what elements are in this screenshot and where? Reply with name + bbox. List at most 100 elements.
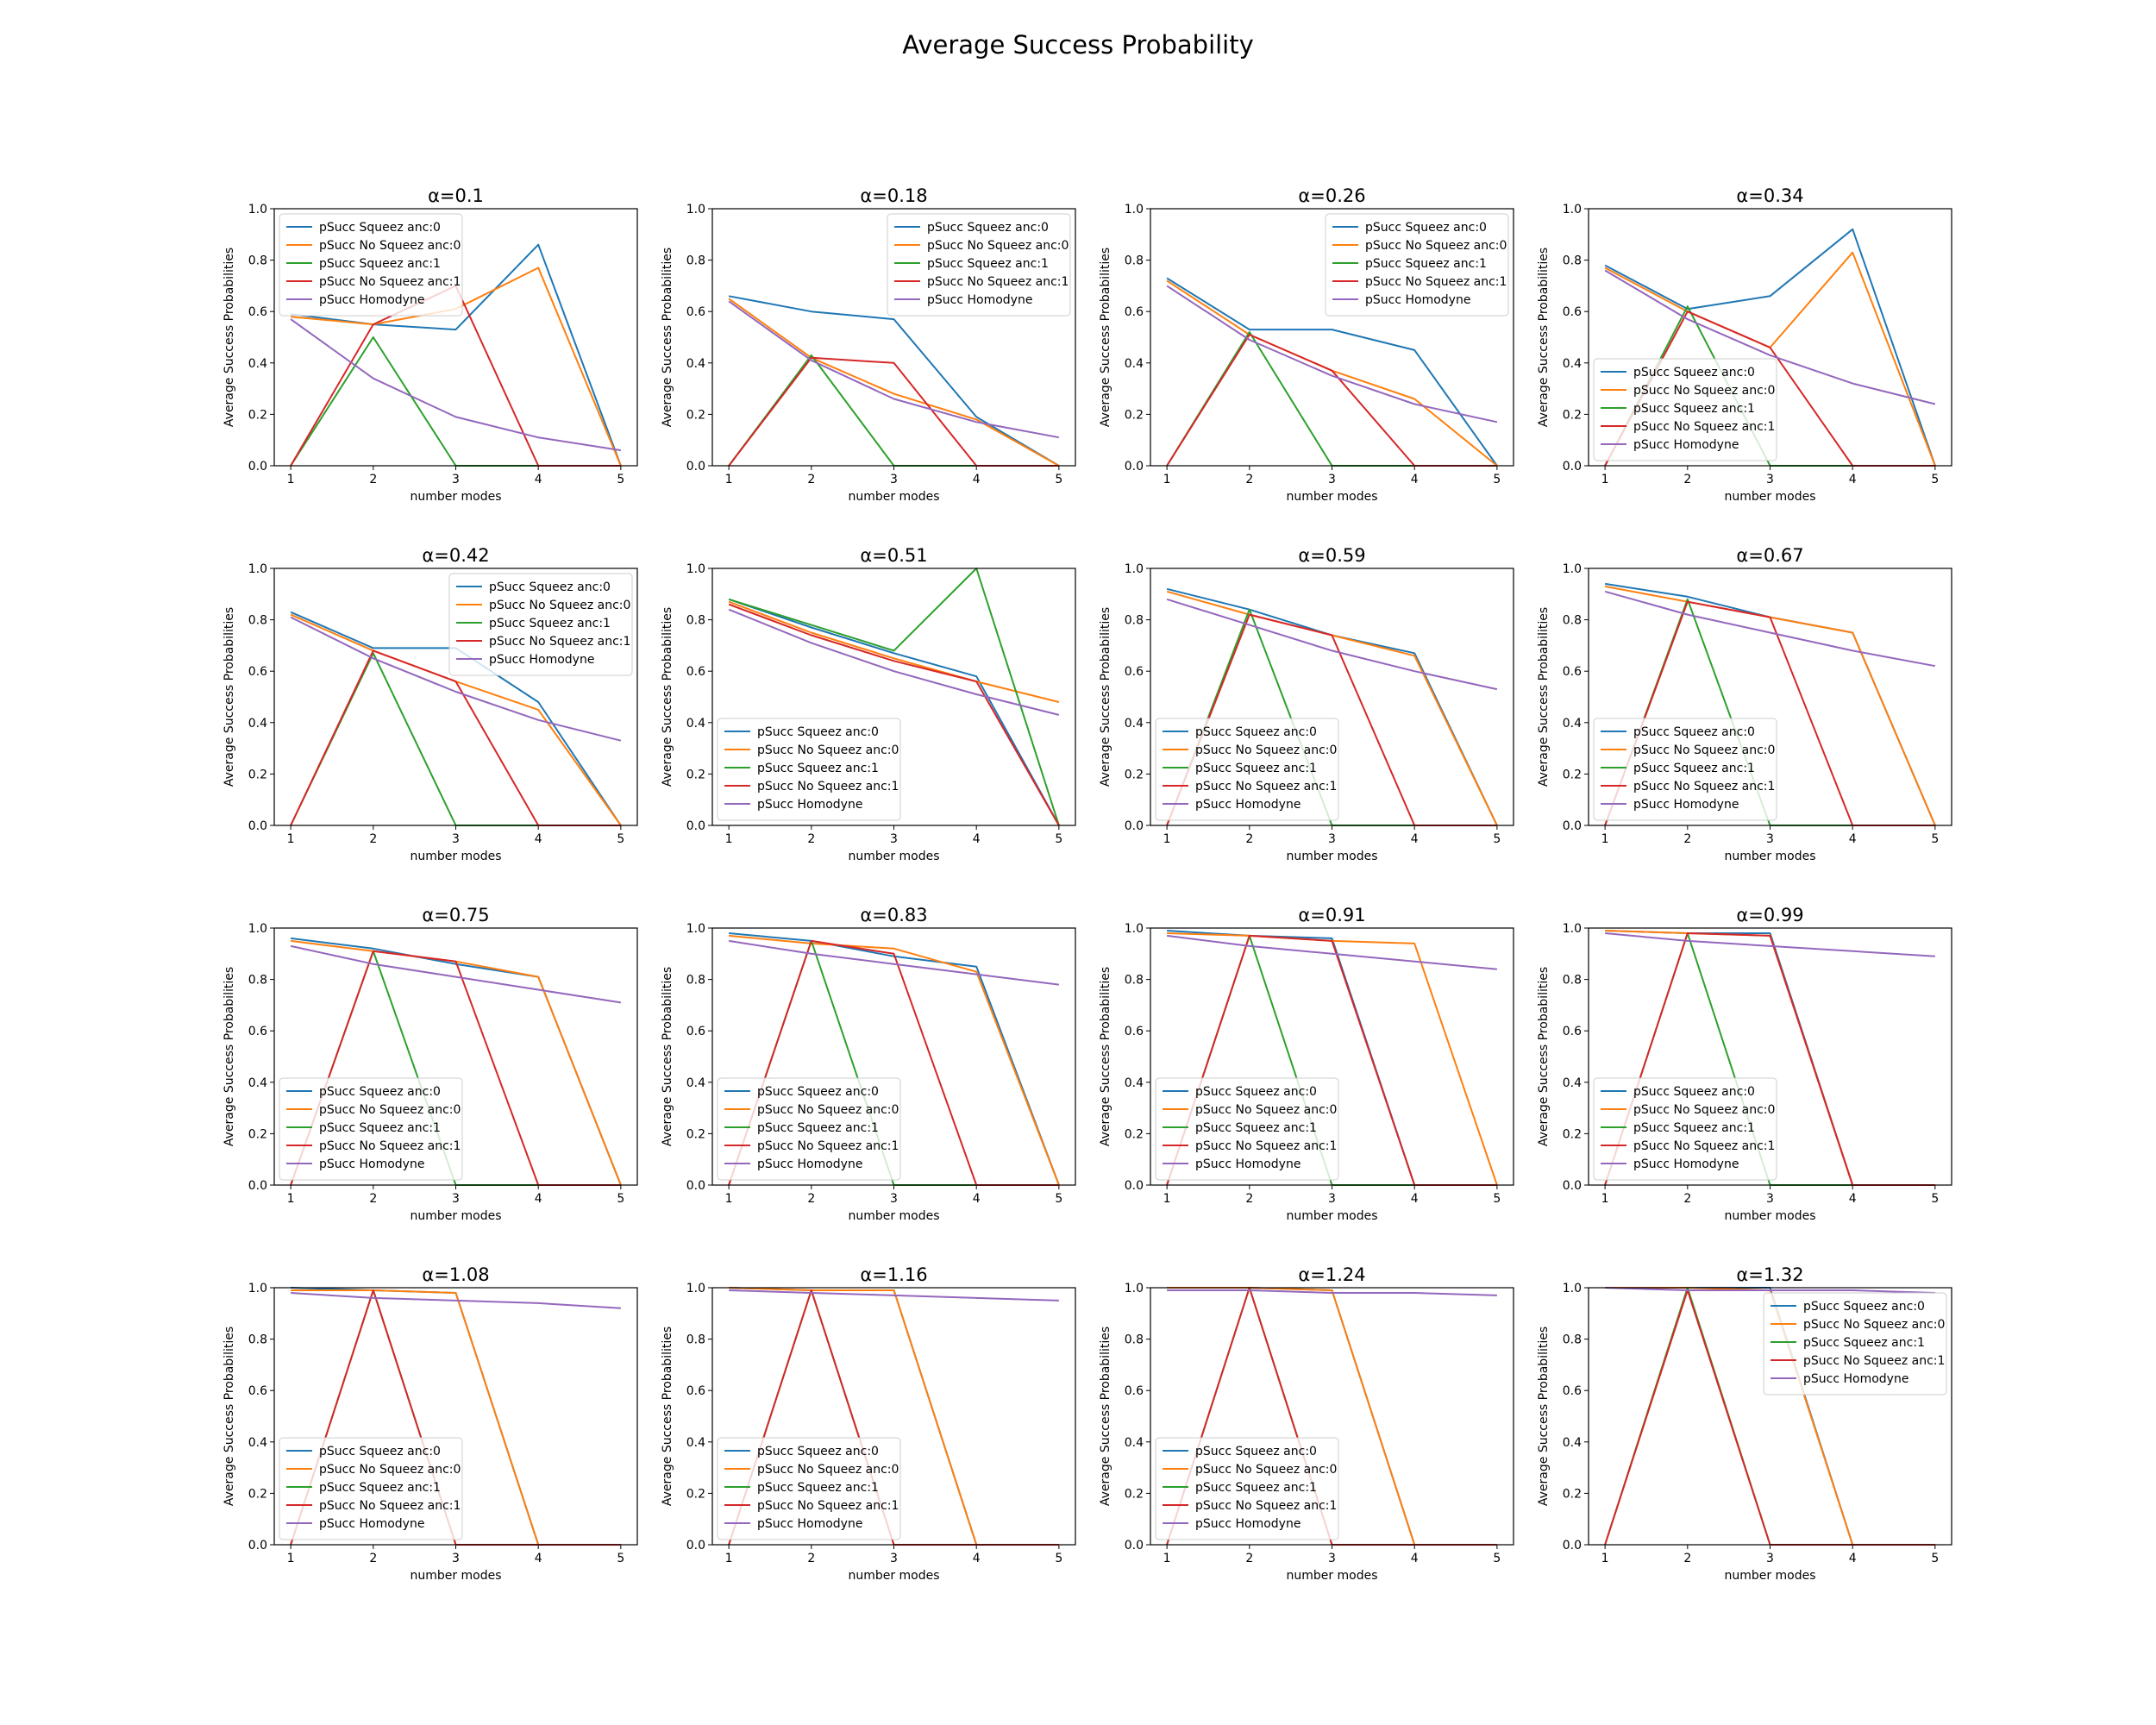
x-tick-label: 1 bbox=[1601, 832, 1609, 846]
y-axis-label: Average Success Probabilities bbox=[661, 248, 674, 427]
y-tick-label: 0.4 bbox=[1125, 357, 1144, 371]
legend-label: pSucc Squeez anc:0 bbox=[1195, 1445, 1317, 1458]
legend: pSucc Squeez anc:0 pSucc No Squeez anc:0 p… bbox=[1155, 718, 1339, 821]
y-axis-label: Average Success Probabilities bbox=[1537, 607, 1551, 787]
y-tick-label: 0.6 bbox=[1125, 665, 1144, 679]
x-tick-label: 3 bbox=[890, 1552, 898, 1565]
legend-box bbox=[1763, 1292, 1947, 1396]
series-line-5 bbox=[290, 318, 622, 452]
subplot-title: α=0.34 bbox=[1736, 185, 1803, 206]
legend-label: pSucc No Squeez anc:1 bbox=[319, 1139, 461, 1153]
legend-label: pSucc Squeez anc:0 bbox=[1365, 221, 1487, 235]
legend-label: pSucc No Squeez anc:1 bbox=[757, 1139, 899, 1153]
legend-label: pSucc Squeez anc:0 bbox=[1633, 366, 1755, 380]
series-line-5 bbox=[728, 608, 1060, 716]
x-tick-label: 4 bbox=[973, 1552, 981, 1565]
figure-title: Average Success Probability bbox=[902, 30, 1254, 60]
x-axis-label: number modes bbox=[1724, 490, 1815, 504]
subplot-title: α=1.32 bbox=[1736, 1264, 1803, 1285]
legend: pSucc Squeez anc:0 pSucc No Squeez anc:0 p… bbox=[1593, 718, 1777, 821]
y-axis-label: Average Success Probabilities bbox=[1099, 248, 1112, 427]
series-line-5 bbox=[1166, 934, 1497, 970]
y-tick-label: 0.6 bbox=[1563, 305, 1582, 319]
x-tick-label: 3 bbox=[1766, 1192, 1774, 1206]
legend-label: pSucc Squeez anc:0 bbox=[927, 221, 1049, 235]
y-axis-label: Average Success Probabilities bbox=[1099, 607, 1112, 787]
series-line-1 bbox=[728, 295, 1060, 467]
y-axis-label: Average Success Probabilities bbox=[222, 607, 236, 787]
legend: pSucc Squeez anc:0 pSucc No Squeez anc:0 p… bbox=[279, 1077, 463, 1181]
legend-label: pSucc Squeez anc:1 bbox=[927, 257, 1049, 271]
x-tick-label: 2 bbox=[1683, 1192, 1691, 1206]
x-axis-label: number modes bbox=[410, 1209, 501, 1223]
x-tick-label: 3 bbox=[890, 832, 898, 846]
series-line-4 bbox=[728, 603, 1060, 826]
y-tick-label: 1.0 bbox=[1125, 1282, 1144, 1295]
legend-label: pSucc No Squeez anc:0 bbox=[319, 1463, 461, 1477]
y-axis-label: Average Success Probabilities bbox=[661, 607, 674, 787]
x-tick-label: 4 bbox=[535, 832, 542, 846]
subplot-grid: α=0.1 0.0 0.2 0.4 0.6 0.8 1.0 1 2 3 4 5 number modes… bbox=[222, 185, 1952, 1583]
subplot-title: α=0.18 bbox=[860, 185, 927, 206]
legend-label: pSucc Squeez anc:1 bbox=[319, 1481, 441, 1495]
subplot-8: α=0.67 0.0 0.2 0.4 0.6 0.8 1.0 1 2 3 4 5 number mode… bbox=[1537, 545, 1952, 863]
x-tick-label: 2 bbox=[1683, 1552, 1691, 1565]
y-tick-label: 1.0 bbox=[1563, 922, 1582, 936]
x-tick-label: 5 bbox=[617, 1192, 624, 1206]
x-tick-label: 5 bbox=[1055, 473, 1062, 486]
y-tick-label: 0.4 bbox=[1563, 1076, 1582, 1090]
x-tick-label: 4 bbox=[973, 473, 981, 486]
x-tick-label: 3 bbox=[1328, 473, 1336, 486]
y-tick-label: 1.0 bbox=[248, 562, 267, 576]
subplot-13: α=1.08 0.0 0.2 0.4 0.6 0.8 1.0 1 2 3 4 5 number mode… bbox=[222, 1264, 638, 1583]
legend-label: pSucc No Squeez anc:1 bbox=[1195, 1139, 1337, 1153]
subplot-6: α=0.51 0.0 0.2 0.4 0.6 0.8 1.0 1 2 3 4 5 number mode… bbox=[661, 545, 1076, 863]
x-axis-label: number modes bbox=[1724, 1569, 1815, 1583]
subplot-title: α=1.08 bbox=[422, 1264, 489, 1285]
plot-frame bbox=[1588, 568, 1952, 826]
x-tick-label: 1 bbox=[1163, 1192, 1171, 1206]
y-tick-label: 0.0 bbox=[248, 1539, 267, 1552]
legend-label: pSucc Homodyne bbox=[319, 293, 424, 307]
legend-box bbox=[448, 573, 633, 676]
subplot-5: α=0.42 0.0 0.2 0.4 0.6 0.8 1.0 1 2 3 4 5 number mode… bbox=[222, 545, 638, 863]
x-tick-label: 1 bbox=[287, 1192, 295, 1206]
legend-box bbox=[1155, 718, 1339, 821]
x-tick-label: 2 bbox=[1245, 1192, 1253, 1206]
legend-label: pSucc Squeez anc:1 bbox=[1365, 257, 1487, 271]
plot-frame bbox=[711, 1287, 1076, 1546]
legend-label: pSucc Homodyne bbox=[757, 1157, 862, 1171]
y-axis-label: Average Success Probabilities bbox=[661, 1327, 674, 1506]
x-tick-label: 2 bbox=[1683, 832, 1691, 846]
y-tick-label: 0.6 bbox=[686, 665, 705, 679]
legend-label: pSucc Squeez anc:1 bbox=[757, 762, 879, 775]
y-tick-label: 0.8 bbox=[686, 614, 705, 628]
legend-label: pSucc No Squeez anc:0 bbox=[927, 239, 1069, 253]
legend: pSucc Squeez anc:0 pSucc No Squeez anc:0 p… bbox=[1593, 358, 1777, 461]
legend-label: pSucc Squeez anc:0 bbox=[489, 580, 611, 594]
legend-box bbox=[279, 1077, 463, 1181]
legend-box bbox=[717, 1437, 901, 1540]
x-tick-label: 2 bbox=[807, 1552, 815, 1565]
series-line-5 bbox=[1167, 1289, 1497, 1296]
legend-label: pSucc Squeez anc:1 bbox=[1195, 762, 1317, 775]
legend-box bbox=[717, 1077, 901, 1181]
x-axis-label: number modes bbox=[848, 1569, 939, 1583]
y-axis-label: Average Success Probabilities bbox=[1537, 967, 1551, 1146]
plot-frame bbox=[1588, 1287, 1952, 1546]
y-tick-label: 0.2 bbox=[1563, 1127, 1582, 1141]
x-tick-label: 3 bbox=[1328, 1192, 1336, 1206]
y-axis-label: Average Success Probabilities bbox=[1537, 248, 1551, 427]
x-axis-label: number modes bbox=[1286, 850, 1377, 863]
y-tick-label: 0.8 bbox=[1125, 614, 1144, 628]
series-line-1 bbox=[1166, 277, 1498, 467]
x-tick-label: 4 bbox=[535, 473, 542, 486]
y-tick-label: 0.8 bbox=[686, 1333, 705, 1347]
x-tick-label: 1 bbox=[1601, 473, 1609, 486]
legend-label: pSucc No Squeez anc:0 bbox=[319, 1103, 461, 1117]
legend-label: pSucc Squeez anc:1 bbox=[757, 1481, 879, 1495]
y-tick-label: 0.4 bbox=[248, 357, 267, 371]
legend-box bbox=[1593, 718, 1777, 821]
legend-label: pSucc Squeez anc:0 bbox=[1633, 725, 1755, 739]
x-tick-label: 3 bbox=[452, 1552, 460, 1565]
